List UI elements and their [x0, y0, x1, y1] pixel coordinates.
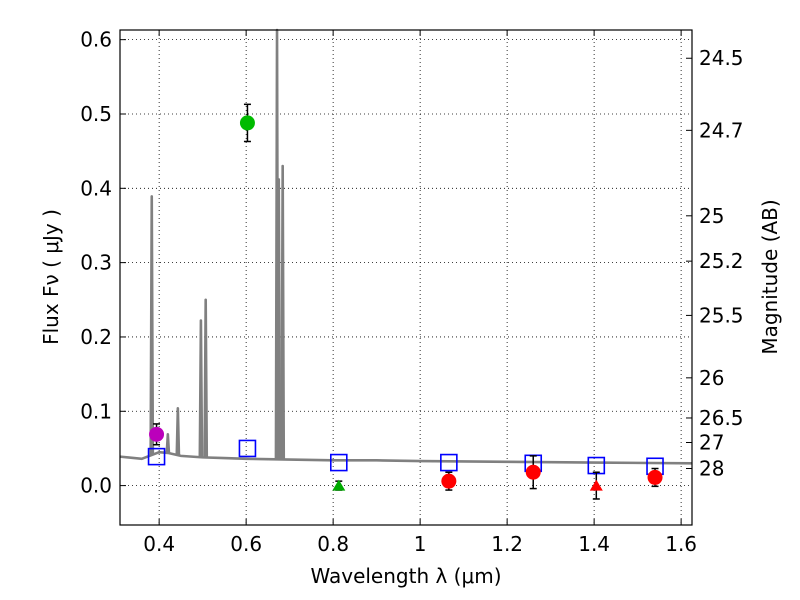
x-axis-label: Wavelength λ (μm) [310, 564, 501, 588]
emission-line [165, 433, 171, 453]
model-photometry-square [147, 447, 166, 466]
emission-line [276, 178, 282, 460]
right-tick-label: 25 [699, 204, 724, 228]
emission-line [149, 195, 155, 456]
right-tick-label: 25.5 [699, 303, 744, 327]
x-tick-label: 0.4 [143, 532, 175, 556]
x-tick-label: 1.4 [578, 532, 610, 556]
model-photometry-square [440, 453, 458, 472]
x-tick-label: 1 [414, 532, 427, 556]
upper-limit-triangle [589, 479, 603, 491]
x-tick-label: 1.6 [665, 532, 697, 556]
right-tick-label: 24.5 [699, 46, 744, 70]
y-tick-label: 0.2 [80, 325, 112, 349]
model-photometry-square [329, 453, 348, 472]
x-tick-label: 1.2 [491, 532, 523, 556]
plot-frame [119, 29, 693, 526]
y-tick-label: 0.5 [80, 102, 112, 126]
model-photometry-square [587, 456, 606, 475]
axis-ticks: 0.4 0.6 0.8 1 1.2 1.4 1.6 0.0 0.1 0.2 0.3 0.4 0.5 0.6… [80, 28, 743, 556]
y-tick-label: 0.3 [80, 251, 112, 275]
right-tick-label: 28 [699, 457, 724, 481]
template-spectrum [119, 28, 693, 465]
right-tick-label: 24.7 [699, 118, 744, 142]
emission-line [175, 407, 181, 456]
flux-detection-point [239, 115, 255, 131]
emission-line [203, 298, 209, 458]
right-tick-label: 26.5 [699, 406, 744, 430]
flux-detection-point [149, 426, 165, 442]
model-photometry-square [238, 439, 257, 458]
x-tick-label: 0.8 [317, 532, 349, 556]
flux-detection-point [525, 464, 541, 480]
upper-limit-triangle [332, 479, 346, 491]
y-axis-label: Flux Fν ( μJy ) [39, 209, 63, 345]
y-tick-label: 0.6 [80, 28, 112, 52]
photometry-points [147, 103, 664, 500]
flux-detection-point [647, 469, 663, 485]
right-axis-label: Magnitude (AB) [758, 199, 782, 354]
y-tick-label: 0.4 [80, 176, 112, 200]
spectrum-continuum [119, 450, 693, 465]
right-tick-label: 26 [699, 366, 724, 390]
emission-line [198, 319, 204, 458]
emission-line [280, 164, 286, 460]
flux-detection-point [441, 473, 457, 489]
y-tick-label: 0.1 [80, 399, 112, 423]
right-tick-label: 27 [699, 431, 724, 455]
x-tick-label: 0.6 [230, 532, 262, 556]
y-tick-label: 0.0 [80, 474, 112, 498]
right-tick-label: 25.2 [699, 249, 744, 273]
